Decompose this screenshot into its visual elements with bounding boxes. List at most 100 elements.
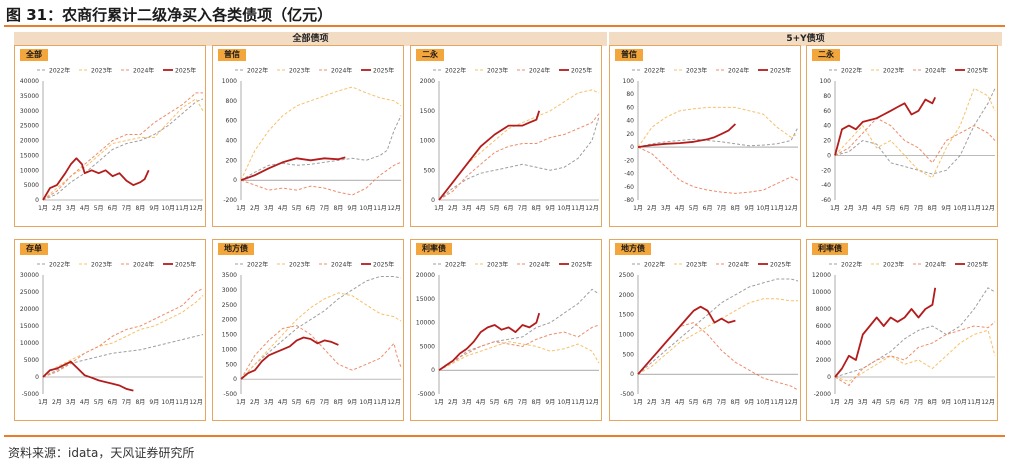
y-tick-label: 10000	[812, 289, 831, 296]
y-tick-label: 80	[823, 93, 831, 100]
y-tick-label: 30000	[20, 272, 39, 279]
x-tick-label: 1月	[434, 205, 444, 212]
y-tick-label: 0	[630, 144, 634, 151]
y-tick-label: 0	[233, 376, 237, 383]
x-tick-label: 4月	[872, 205, 882, 212]
x-tick-label: 7月	[717, 399, 727, 406]
x-tick-label: 5月	[292, 399, 302, 406]
y-tick-label: 2500	[222, 302, 237, 309]
legend-label: 2022年	[445, 67, 466, 75]
y-tick-label: 2000	[619, 292, 634, 299]
x-tick-label: 8月	[531, 399, 541, 406]
legend-label: 2024年	[331, 261, 352, 269]
y-tick-label: 5000	[24, 357, 39, 364]
x-tick-label: 2月	[250, 399, 260, 406]
x-tick-label: 3月	[264, 205, 274, 212]
line-chart: 2022年 2023年 2024年 2025年 3500 3000 2500 2000 1500…	[222, 261, 402, 406]
x-tick-label: 12月	[387, 205, 401, 212]
chart-title-tag: 地方债	[218, 243, 254, 255]
y-tick-label: 1500	[420, 108, 435, 115]
y-tick-label: 0	[431, 197, 435, 204]
series-line-2025年	[240, 336, 339, 380]
y-tick-label: 25000	[20, 289, 39, 296]
y-tick-label: 4000	[816, 340, 831, 347]
chart-title-tag: 地方债	[615, 243, 651, 255]
legend-label: 2022年	[49, 261, 70, 269]
x-tick-label: 7月	[122, 399, 132, 406]
x-tick-label: 9月	[941, 399, 951, 406]
legend-label: 2025年	[967, 261, 988, 269]
y-tick-label: 1000	[222, 346, 237, 353]
x-tick-label: 2月	[647, 205, 657, 212]
y-tick-label: 40	[823, 123, 831, 130]
x-tick-label: 4月	[872, 399, 882, 406]
x-tick-label: 10月	[557, 399, 571, 406]
x-tick-label: 5月	[94, 205, 104, 212]
x-tick-label: 12月	[981, 205, 995, 212]
y-tick-label: 25000	[20, 123, 39, 130]
y-tick-label: 0	[827, 374, 831, 381]
legend-label: 2025年	[373, 67, 394, 75]
y-tick-label: 500	[226, 361, 238, 368]
series-line-2022年	[637, 127, 799, 148]
y-tick-label: 8000	[816, 306, 831, 313]
y-tick-label: 0	[35, 374, 39, 381]
x-tick-label: 12月	[585, 205, 599, 212]
x-tick-label: 11月	[373, 399, 387, 406]
x-tick-label: 9月	[545, 205, 555, 212]
figure-title: 图 31：农商行累计二级净买入各类债项（亿元）	[6, 6, 333, 24]
y-tick-label: 35000	[20, 93, 39, 100]
series-line-2023年	[438, 341, 600, 371]
x-tick-label: 3月	[66, 399, 76, 406]
legend-label: 2024年	[728, 261, 749, 269]
x-tick-label: 10月	[161, 399, 175, 406]
y-tick-label: 0	[827, 152, 831, 159]
series-line-2023年	[637, 298, 798, 375]
y-tick-label: 10000	[416, 320, 435, 327]
y-tick-label: -200	[223, 197, 237, 204]
x-tick-label: 11月	[571, 399, 585, 406]
y-tick-label: 15000	[416, 296, 435, 303]
legend-label: 2022年	[644, 261, 665, 269]
x-tick-label: 8月	[927, 205, 937, 212]
y-tick-label: 0	[35, 197, 39, 204]
x-tick-label: 6月	[504, 399, 514, 406]
y-tick-label: 500	[424, 167, 436, 174]
chart-panel: 全部 2022年 2023年 2024年 2025年 40000 35000 30000 250…	[14, 45, 206, 227]
y-tick-label: 12000	[812, 272, 831, 279]
y-tick-label: 1000	[222, 78, 237, 85]
x-tick-label: 2月	[647, 399, 657, 406]
chart-title-tag: 利率债	[812, 243, 848, 255]
x-tick-label: 7月	[914, 399, 924, 406]
series-line-2022年	[240, 115, 402, 181]
series-line-2024年	[637, 322, 799, 391]
x-tick-label: 1月	[633, 205, 643, 212]
x-tick-label: 5月	[689, 205, 699, 212]
chart-title-tag: 利率债	[416, 243, 452, 255]
y-tick-label: 15000	[20, 323, 39, 330]
line-chart: 2022年 2023年 2024年 2025年 30000 25000 20000 15000…	[20, 261, 204, 406]
x-tick-label: 3月	[661, 205, 671, 212]
legend-label: 2023年	[487, 261, 508, 269]
x-tick-label: 7月	[717, 205, 727, 212]
line-chart: 2022年 2023年 2024年 2025年 1000 800 600 400 200 0 -20…	[222, 67, 402, 212]
x-tick-label: 3月	[858, 399, 868, 406]
chart-panel: 利率债 2022年 2023年 2024年 2025年 20000 15000 10000 50…	[410, 239, 602, 421]
x-tick-label: 3月	[264, 399, 274, 406]
x-tick-label: 3月	[462, 399, 472, 406]
y-tick-label: 500	[623, 351, 635, 358]
x-tick-label: 7月	[518, 399, 528, 406]
y-tick-label: 5000	[420, 343, 435, 350]
series-line-2024年	[42, 92, 203, 201]
legend-label: 2023年	[289, 67, 310, 75]
y-tick-label: 6000	[816, 323, 831, 330]
x-tick-label: 3月	[462, 205, 472, 212]
y-tick-label: 2000	[222, 317, 237, 324]
y-tick-label: 2500	[619, 272, 634, 279]
y-tick-label: 3000	[222, 287, 237, 294]
x-tick-label: 1月	[830, 399, 840, 406]
x-tick-label: 10月	[359, 205, 373, 212]
x-tick-label: 8月	[135, 205, 145, 212]
series-line-2023年	[834, 329, 996, 382]
x-tick-label: 9月	[347, 399, 357, 406]
